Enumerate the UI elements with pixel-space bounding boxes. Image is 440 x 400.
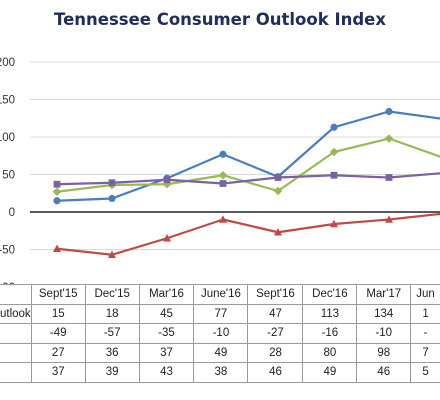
data-label: 1: [410, 303, 440, 324]
data-point: [53, 180, 61, 188]
data-label: -: [410, 323, 440, 344]
category-label: June'16: [193, 284, 249, 305]
chart-title: Tennessee Consumer Outlook Index: [54, 10, 386, 29]
line-chart: 200 150 100 50 0 -50 -100: [0, 57, 440, 284]
y-tick-label: -100: [0, 282, 15, 284]
y-tick-label: 0: [9, 207, 15, 219]
data-point: [273, 186, 283, 196]
series-line-3: [56, 137, 440, 193]
data-label: 15: [30, 303, 86, 324]
data-label: 37: [138, 342, 195, 363]
data-label: -10: [193, 323, 249, 344]
data-label: 36: [84, 342, 140, 363]
data-point: [219, 215, 227, 223]
category-label: Sept'16: [247, 284, 304, 305]
y-tick-label: -50: [0, 245, 15, 257]
table-row: utlook 15 18 45 77 47 113 134 1: [0, 303, 440, 324]
data-point: [385, 215, 393, 223]
series-name: [0, 323, 32, 344]
data-point: [53, 197, 61, 205]
data-point: [53, 244, 61, 252]
data-point: [108, 179, 116, 187]
data-point: [274, 228, 282, 236]
data-label: -10: [356, 323, 412, 344]
data-point: [330, 219, 338, 228]
data-label: 28: [247, 342, 304, 363]
data-point: [329, 147, 339, 157]
series-line-2: [56, 212, 440, 256]
y-tick-label: 50: [2, 170, 15, 182]
category-label: Dec'15: [84, 284, 140, 305]
table-corner-cell: [0, 284, 32, 305]
table-row: -49 -57 -35 -10 -27 -16 -10-: [0, 323, 440, 344]
data-point: [385, 107, 393, 116]
category-label: Dec'16: [302, 284, 358, 305]
data-label: 39: [84, 362, 140, 383]
data-point: [274, 174, 282, 181]
series-name: [0, 362, 32, 383]
table-header-row: Sept'15 Dec'15 Mar'16 June'16 Sept'16 Dec'16 M…: [0, 284, 440, 305]
data-point: [108, 250, 116, 258]
data-label: 5: [410, 362, 440, 383]
data-label: 46: [356, 362, 412, 383]
category-label: Mar'17: [356, 284, 412, 305]
data-label: 43: [138, 362, 195, 383]
data-label: 49: [302, 362, 358, 383]
data-label: 38: [193, 362, 249, 383]
data-label: 45: [138, 303, 195, 324]
data-point: [218, 170, 228, 180]
data-label: -27: [247, 323, 304, 344]
data-label: 7: [410, 342, 440, 363]
data-label: 37: [30, 362, 86, 383]
data-point: [330, 171, 338, 179]
category-label: Jun: [410, 284, 440, 305]
data-label: 18: [84, 303, 140, 324]
data-point: [219, 150, 227, 158]
data-point: [163, 176, 171, 184]
y-tick-label: 100: [0, 132, 15, 144]
series-line-1: [56, 110, 440, 202]
data-label: 134: [356, 303, 412, 324]
category-label: Sept'15: [30, 284, 86, 305]
table-row: 37 39 43 38 46 49 46 5: [0, 362, 440, 383]
series-name: [0, 342, 32, 363]
series-line-4: [56, 172, 440, 186]
data-label: -16: [302, 323, 358, 344]
y-tick-label: 150: [0, 95, 15, 107]
data-label: 27: [30, 342, 86, 363]
data-point: [163, 234, 171, 242]
data-point: [384, 134, 394, 143]
data-label: 80: [302, 342, 358, 363]
data-label: 98: [356, 342, 412, 363]
data-table: Sept'15 Dec'15 Mar'16 June'16 Sept'16 Dec'16 M…: [0, 284, 440, 383]
data-point: [52, 187, 62, 197]
y-tick-label: 200: [0, 57, 15, 69]
data-point: [330, 123, 338, 131]
data-label: 49: [193, 342, 249, 363]
data-point: [108, 194, 116, 203]
data-point: [219, 180, 227, 187]
data-label: 113: [302, 303, 358, 324]
category-label: Mar'16: [138, 284, 195, 305]
data-label: 47: [247, 303, 304, 324]
table-row: 27 36 37 49 28 80 98 7: [0, 342, 440, 363]
data-label: -57: [84, 323, 140, 344]
data-label: -49: [30, 323, 86, 344]
series-name: utlook: [0, 303, 32, 324]
data-label: 46: [247, 362, 304, 383]
data-label: -35: [138, 323, 195, 344]
data-point: [385, 174, 393, 181]
data-label: 77: [193, 303, 249, 324]
